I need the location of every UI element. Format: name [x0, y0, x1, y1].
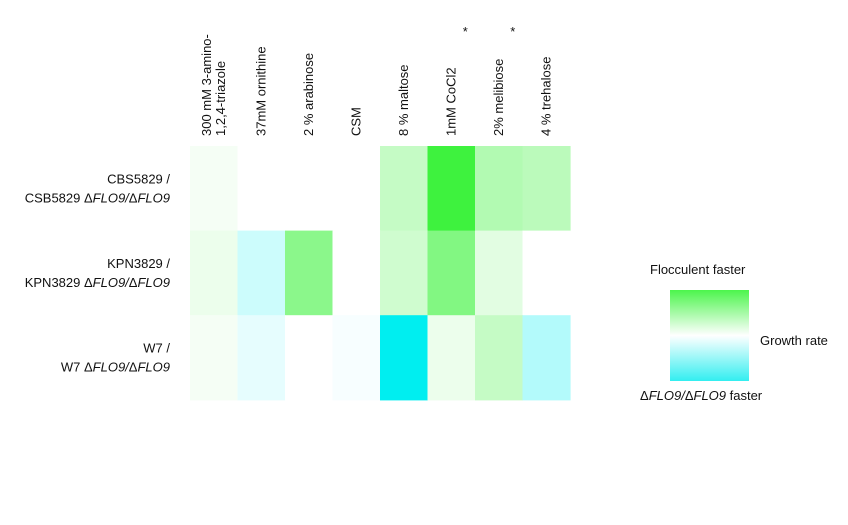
legend-bottom-delta1: Δ — [640, 388, 649, 403]
heatmap-cell-r0-c7 — [522, 146, 571, 232]
heatmap-cell-r1-c4 — [380, 230, 429, 316]
heatmap-cell-r1-c7 — [522, 230, 571, 316]
column-label-1: 37mM ornithine — [253, 46, 268, 136]
heatmap-cell-r1-c1 — [237, 230, 286, 316]
row-label-1-line1: KPN3829 / — [107, 256, 170, 271]
heatmap-cell-r0-c0 — [190, 146, 239, 232]
row-label-2-line1: W7 / — [143, 341, 170, 356]
column-label-4: 8 % maltose — [396, 64, 411, 136]
legend-mid-label: Growth rate — [760, 333, 828, 348]
heatmap-cell-r1-c3 — [332, 230, 381, 316]
column-label-5: 1mM CoCl2 — [443, 67, 458, 136]
heatmap-cell-r2-c7 — [522, 315, 571, 401]
legend-bottom-suffix: faster — [726, 388, 763, 403]
heatmap-cell-r0-c1 — [237, 146, 286, 232]
heatmap-cell-r2-c0 — [190, 315, 239, 401]
column-label-6: 2% melibiose — [491, 59, 506, 136]
heatmap-cell-r0-c3 — [332, 146, 381, 232]
column-mark-6: * — [510, 24, 515, 39]
heatmap-cell-r2-c3 — [332, 315, 381, 401]
heatmap-cell-r0-c5 — [427, 146, 476, 232]
heatmap-cell-r2-c2 — [285, 315, 334, 401]
heatmap-cells — [190, 146, 571, 401]
column-label-0-line1: 1,2,4-triazole — [213, 61, 228, 136]
heatmap-cell-r0-c2 — [285, 146, 334, 232]
row-label-2-line2: W7 ΔFLO9/ΔFLO9 — [61, 360, 170, 375]
heatmap-cell-r0-c6 — [475, 146, 524, 232]
row-labels: CBS5829 / CSB5829 ΔFLO9/ΔFLO9 KPN3829 / KPN… — [25, 171, 171, 374]
legend-top-label: Flocculent faster — [650, 262, 746, 277]
legend-bottom-gene1: FLO9/ — [648, 388, 685, 403]
column-label-7: 4 % trehalose — [538, 57, 553, 137]
column-label-3: CSM — [348, 107, 363, 136]
legend-bottom-delta2: Δ — [684, 388, 694, 403]
column-label-2: 2 % arabinose — [301, 53, 316, 136]
heatmap-cell-r2-c1 — [237, 315, 286, 401]
heatmap-cell-r2-c6 — [475, 315, 524, 401]
column-labels: 300 mM 3-amino- 1,2,4-triazole 37mM ornith… — [199, 24, 553, 137]
column-mark-5: * — [463, 24, 468, 39]
heatmap-cell-r1-c5 — [427, 230, 476, 316]
column-label-0-line0: 300 mM 3-amino- — [199, 34, 214, 136]
row-label-0-line1: CBS5829 / — [107, 171, 170, 186]
heatmap-cell-r1-c0 — [190, 230, 239, 316]
legend-bottom-gene2: FLO9 — [693, 388, 727, 403]
row-label-0-line2: CSB5829 ΔFLO9/ΔFLO9 — [25, 190, 170, 205]
heatmap-cell-r2-c4 — [380, 315, 429, 401]
row-label-1-line2: KPN3829 ΔFLO9/ΔFLO9 — [25, 275, 170, 290]
heatmap-cell-r1-c2 — [285, 230, 334, 316]
heatmap-cell-r1-c6 — [475, 230, 524, 316]
heatmap-cell-r2-c5 — [427, 315, 476, 401]
legend-bottom-label: ΔFLO9/ΔFLO9 faster — [640, 388, 762, 403]
legend-color-scale — [670, 290, 749, 381]
heatmap-cell-r0-c4 — [380, 146, 429, 232]
